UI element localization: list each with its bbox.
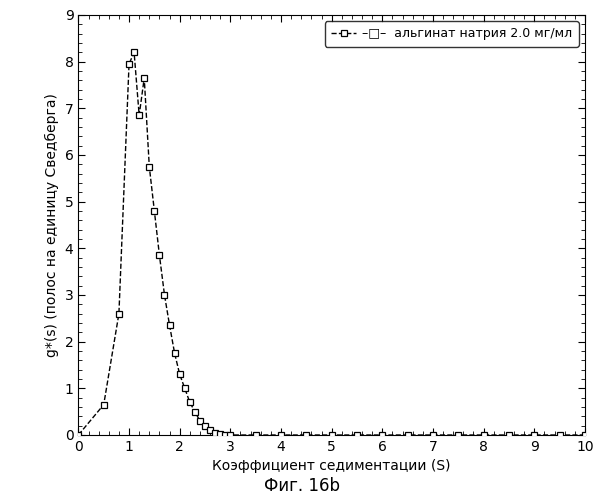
X-axis label: Коэффициент седиментации (S): Коэффициент седиментации (S) [212, 460, 451, 473]
Text: Фиг. 16b: Фиг. 16b [264, 477, 339, 495]
Legend: –□–  альгинат натрия 2.0 мг/мл: –□– альгинат натрия 2.0 мг/мл [325, 21, 579, 47]
Y-axis label: g*(s) (полос на единицу Сведберга): g*(s) (полос на единицу Сведберга) [45, 93, 59, 357]
